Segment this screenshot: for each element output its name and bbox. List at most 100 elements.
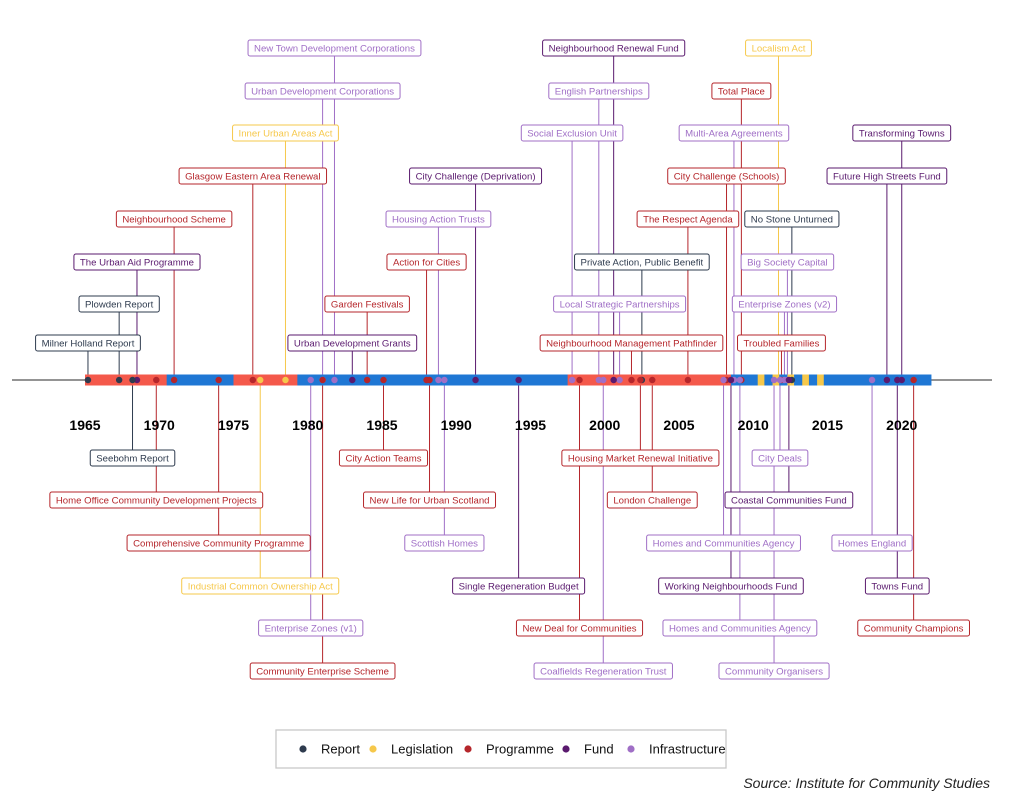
event-label-text: Homes England: [838, 538, 906, 549]
event-label-box: [409, 167, 543, 185]
event-dot: [727, 376, 735, 384]
event-label-box: [515, 619, 644, 637]
event-label-box: [606, 491, 698, 509]
year-tick-label: 2020: [886, 417, 917, 433]
event-label-text: Future High Streets Fund: [833, 171, 941, 182]
event-label-box: [857, 619, 970, 637]
event-label-text: No Stone Unturned: [751, 214, 833, 225]
event-label-text: City Challenge (Deprivation): [416, 171, 536, 182]
event-label-text: Plowden Report: [85, 299, 154, 310]
event-label: Coastal Communities Fund: [724, 491, 854, 509]
event-label-box: [553, 295, 687, 313]
event-label: Local Strategic Partnerships: [553, 295, 687, 313]
event-label: Housing Action Trusts: [385, 210, 492, 228]
event-label-text: Big Society Capital: [747, 257, 828, 268]
event-dots-group: [84, 376, 917, 384]
event-label-text: Neighbourhood Scheme: [122, 214, 225, 225]
event-label-box: [35, 334, 141, 352]
event-label-box: [89, 449, 176, 467]
timeline-band: [85, 374, 932, 386]
event-label: Homes England: [831, 534, 913, 552]
event-label: Homes and Communities Agency: [646, 534, 801, 552]
event-label-text: City Action Teams: [345, 453, 421, 464]
event-label: The Urban Aid Programme: [73, 253, 201, 271]
event-label-box: [662, 619, 818, 637]
event-label: Comprehensive Community Programme: [126, 534, 311, 552]
event-label-box: [385, 210, 492, 228]
legend-swatch: [464, 745, 472, 753]
event-dot: [363, 376, 371, 384]
event-label-box: [520, 124, 624, 142]
event-label-box: [678, 124, 790, 142]
event-label-box: [852, 124, 952, 142]
event-label-box: [740, 253, 835, 271]
event-label: Plowden Report: [78, 295, 160, 313]
event-label-box: [831, 534, 913, 552]
legend-item-programme: Programme: [464, 742, 554, 757]
event-label-box: [574, 253, 710, 271]
year-tick-label: 1965: [69, 417, 100, 433]
event-label-text: Community Organisers: [725, 666, 823, 677]
event-dot: [215, 376, 222, 384]
event-dot: [616, 376, 623, 384]
event-label: Industrial Common Ownership Act: [181, 577, 340, 595]
event-label: Working Neighbourhoods Fund: [658, 577, 804, 595]
timeline-band-stripe: [757, 374, 765, 386]
event-dot: [153, 376, 160, 384]
event-dot: [319, 376, 326, 384]
event-label-box: [826, 167, 948, 185]
event-label-text: Local Strategic Partnerships: [560, 299, 680, 310]
event-label-text: Homes and Communities Agency: [669, 623, 811, 634]
event-label-text: Neighbourhood Management Pathfinder: [546, 338, 717, 349]
event-label-text: The Urban Aid Programme: [80, 257, 194, 268]
year-tick-label: 2010: [738, 417, 769, 433]
event-labels-group: Milner Holland Report Plowden Report The U…: [35, 39, 970, 680]
event-label-text: London Challenge: [613, 495, 691, 506]
event-label: Seebohm Report: [89, 449, 176, 467]
event-label-text: New Deal for Communities: [522, 623, 636, 634]
event-label-box: [244, 82, 401, 100]
event-label: City Challenge (Schools): [667, 167, 786, 185]
event-dot: [115, 376, 123, 384]
year-ticks-group: 1965 1970 1975 1980 1985 1990 1995 2000 2005 2010…: [69, 417, 917, 433]
legend-swatch: [627, 745, 635, 753]
event-label-box: [126, 534, 311, 552]
event-label-text: Coalfields Regeneration Trust: [540, 666, 667, 677]
event-label-box: [667, 167, 786, 185]
event-label: Community Organisers: [718, 662, 830, 680]
event-label-box: [548, 82, 650, 100]
event-label-text: Housing Action Trusts: [392, 214, 485, 225]
event-label-box: [232, 124, 339, 142]
year-tick-label: 2015: [812, 417, 843, 433]
event-label: Home Office Community Development Projec…: [49, 491, 264, 509]
event-label-text: Homes and Communities Agency: [653, 538, 795, 549]
event-dot: [770, 376, 778, 384]
event-label-box: [718, 662, 830, 680]
event-dot: [84, 376, 92, 384]
event-label-text: Garden Festivals: [331, 299, 404, 310]
event-label-text: City Deals: [758, 453, 802, 464]
event-label: Action for Cities: [386, 253, 467, 271]
event-label-box: [751, 449, 809, 467]
event-label: Transforming Towns: [852, 124, 952, 142]
year-tick-label: 2000: [589, 417, 620, 433]
event-dot: [170, 376, 178, 384]
event-label-text: Total Place: [718, 86, 765, 97]
event-label-box: [533, 662, 673, 680]
event-label: English Partnerships: [548, 82, 650, 100]
event-label: Future High Streets Fund: [826, 167, 948, 185]
timeline-band-segment: [233, 374, 298, 386]
event-dot: [894, 376, 901, 384]
event-label-box: [363, 491, 497, 509]
event-dot: [736, 376, 744, 384]
year-tick-label: 1990: [441, 417, 472, 433]
event-label: Enterprise Zones (v1): [258, 619, 364, 637]
event-label-box: [724, 491, 854, 509]
event-label: New Town Development Corporations: [247, 39, 422, 57]
event-dot: [720, 376, 727, 384]
event-dot: [133, 376, 141, 384]
event-label-text: Urban Development Grants: [294, 338, 411, 349]
event-dot: [249, 376, 257, 384]
event-label-box: [258, 619, 364, 637]
event-dot: [595, 376, 603, 384]
